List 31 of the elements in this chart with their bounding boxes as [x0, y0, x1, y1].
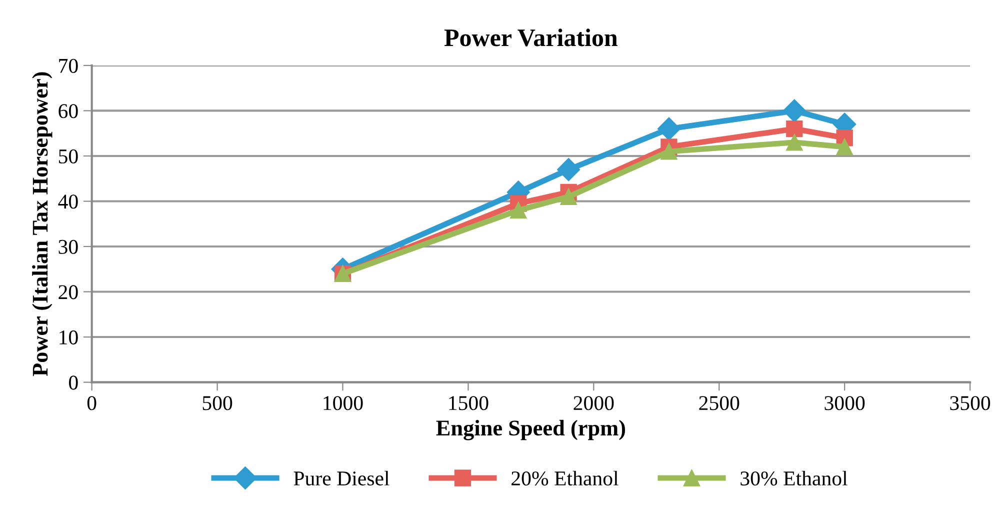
y-tick-label: 50 — [59, 149, 78, 164]
y-tick-label: 70 — [59, 58, 78, 73]
x-tick-label: 1000 — [324, 396, 363, 410]
point — [560, 188, 577, 206]
point — [510, 202, 527, 219]
y-tick-label: 10 — [60, 330, 78, 344]
x-tick-label: 2000 — [574, 396, 614, 410]
point — [782, 99, 806, 122]
x-tick-label: 0 — [87, 396, 96, 410]
y-tick-label: 20 — [58, 285, 78, 300]
legend-label: 30% Ethanol — [740, 470, 848, 486]
point — [557, 158, 580, 182]
point — [786, 120, 803, 138]
point — [657, 117, 680, 140]
y-tick-label: 30 — [58, 240, 78, 254]
point — [836, 138, 853, 156]
legend-label: 20% Ethanol — [512, 470, 618, 486]
x-tick-label: 1500 — [449, 396, 488, 410]
x-tick-label: 500 — [202, 396, 232, 410]
y-axis-title: Power (Italian Tax Horsepower) — [32, 72, 52, 376]
y-tick-label: 60 — [58, 104, 78, 118]
legend-label: Pure Diesel — [294, 470, 390, 486]
x-axis-title: Engine Speed (rpm) — [436, 420, 626, 440]
y-tick-label: 40 — [58, 194, 78, 209]
x-tick-label: 2500 — [699, 396, 740, 410]
chart-title: Power Variation — [444, 28, 618, 46]
x-tick-label: 3000 — [824, 396, 865, 410]
x-tick-label: 3500 — [950, 396, 990, 410]
y-tick-label: 0 — [69, 376, 78, 390]
point — [786, 134, 803, 151]
point — [660, 143, 678, 160]
